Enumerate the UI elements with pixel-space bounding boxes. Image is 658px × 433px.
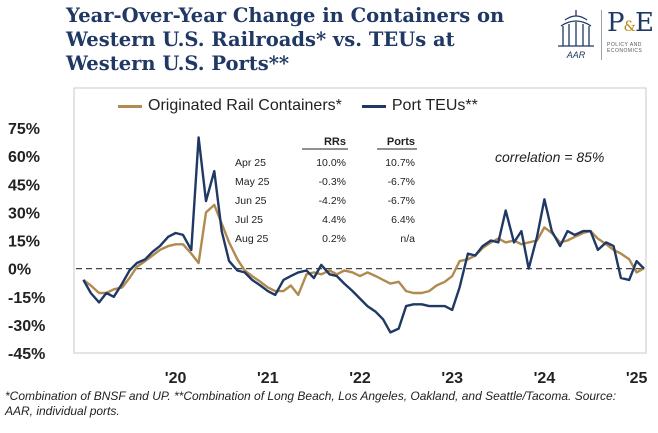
y-tick-label: 0% xyxy=(8,262,31,279)
plot-area xyxy=(73,87,647,354)
legend-item-port: Port TEUs** xyxy=(361,97,478,115)
y-tick-label: -45% xyxy=(8,346,45,363)
y-tick-label: -30% xyxy=(8,318,45,335)
pe-logo-p: P xyxy=(607,8,624,38)
series-line-rail xyxy=(82,203,645,297)
table-row-month: Jun 25 xyxy=(235,195,267,207)
y-tick-label: 75% xyxy=(8,121,40,138)
x-tick-label: '21 xyxy=(257,370,279,387)
table-cell-ports: n/a xyxy=(400,233,415,245)
table-cell-ports: 6.4% xyxy=(391,214,415,226)
aar-emblem-icon xyxy=(558,10,594,47)
chart-footnote: *Combination of BNSF and UP. **Combinati… xyxy=(5,389,617,418)
pe-logo-subtitle: POLICY AND ECONOMICS xyxy=(607,42,643,54)
chart-title: Year-Over-Year Change in Containers on W… xyxy=(66,4,505,75)
table-row-month: Apr 25 xyxy=(235,157,266,169)
table-cell-rrs: 10.0% xyxy=(316,157,346,169)
legend-item-rail: Originated Rail Containers* xyxy=(118,97,342,115)
y-tick-label: -15% xyxy=(8,290,45,307)
table-header-ports: Ports xyxy=(387,136,415,148)
table-row-month: Aug 25 xyxy=(235,233,268,245)
legend-label-port: Port TEUs** xyxy=(391,97,478,114)
aar-logo: AAR P&E POLICY AND ECONOMICS xyxy=(553,6,654,66)
y-tick-label: 15% xyxy=(8,234,40,251)
x-tick-label: '22 xyxy=(349,370,371,387)
series-line-port xyxy=(82,136,645,334)
x-tick-label: '25 xyxy=(626,370,648,387)
table-cell-rrs: 4.4% xyxy=(322,214,346,226)
table-cell-ports: -6.7% xyxy=(388,176,415,188)
table-row-month: Jul 25 xyxy=(235,214,263,226)
table-cell-ports: 10.7% xyxy=(385,157,415,169)
table-cell-rrs: -4.2% xyxy=(319,195,346,207)
y-tick-label: 60% xyxy=(8,149,40,166)
table-cell-rrs: 0.2% xyxy=(322,233,346,245)
pe-logo: P&E xyxy=(607,8,654,38)
x-tick-label: '20 xyxy=(165,370,187,387)
legend-swatch-port xyxy=(361,104,386,108)
aar-logo-text: AAR xyxy=(566,50,586,60)
legend-label-rail: Originated Rail Containers* xyxy=(148,97,342,114)
table-header-rrs: RRs xyxy=(324,136,346,148)
legend-swatch-rail xyxy=(118,104,142,108)
logo-divider xyxy=(601,10,602,60)
pe-logo-amp: & xyxy=(623,19,637,35)
table-cell-rrs: -0.3% xyxy=(319,176,346,188)
chart-legend: Originated Rail Containers* Port TEUs** xyxy=(118,94,498,118)
x-tick-label: '23 xyxy=(441,370,463,387)
table-cell-ports: -6.7% xyxy=(388,195,415,207)
y-tick-label: 30% xyxy=(8,205,40,222)
pe-logo-e: E xyxy=(634,8,654,38)
correlation-annotation: correlation = 85% xyxy=(495,149,604,165)
table-row-month: May 25 xyxy=(235,176,270,188)
y-tick-label: 45% xyxy=(8,177,40,194)
x-tick-label: '24 xyxy=(534,370,556,387)
